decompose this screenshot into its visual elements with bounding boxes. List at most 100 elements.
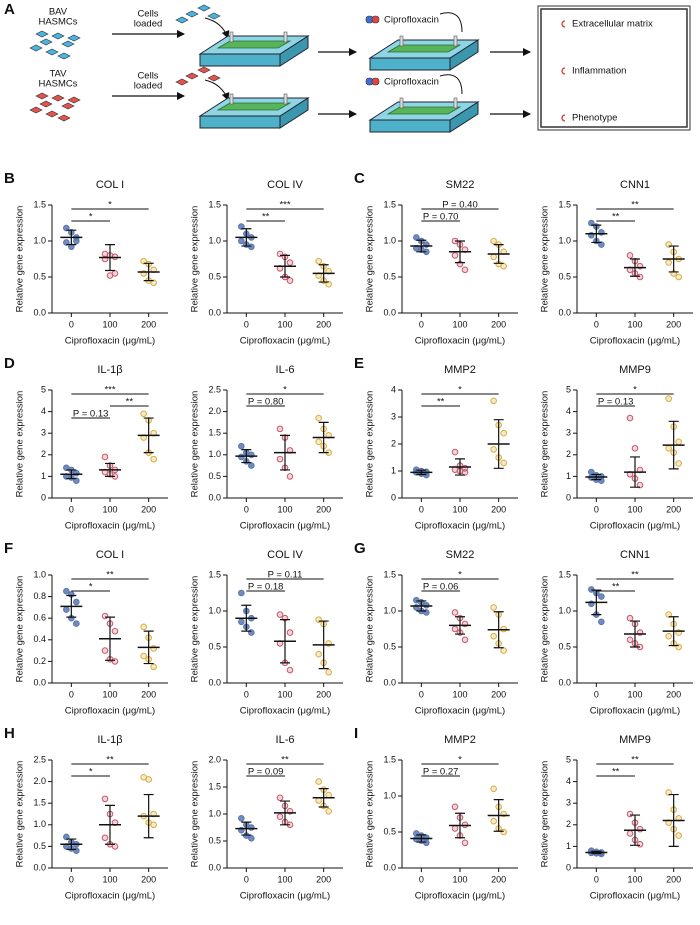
y-tick-label: 0.5: [208, 271, 221, 281]
y-axis-label: Relative gene expression: [540, 576, 551, 683]
error-bar: [66, 469, 77, 480]
y-tick-label: 4: [566, 406, 571, 416]
error-bar: [493, 419, 504, 469]
data-point: [101, 795, 109, 803]
data-point: [598, 618, 605, 626]
data-point: [145, 776, 152, 783]
x-axis-label: Ciprofloxacin (μg/mL): [65, 336, 155, 347]
error-bar: [318, 421, 329, 454]
x-tick-label: 100: [627, 319, 642, 329]
y-tick-label: 0: [566, 492, 571, 502]
error-bar: [318, 264, 329, 283]
error-bar: [455, 458, 465, 476]
y-axis-label: Relative gene expression: [540, 391, 551, 498]
load-arrow: [204, 17, 230, 39]
data-point: [111, 658, 119, 665]
error-bar: [455, 812, 465, 839]
error-bar: [455, 240, 465, 264]
error-bar: [280, 619, 290, 664]
data-point: [248, 462, 255, 469]
x-tick-label: 0: [244, 319, 249, 329]
y-axis-label: Relative gene expression: [190, 576, 201, 683]
y-tick-label: 0.5: [383, 826, 396, 836]
y-tick-label: 0.5: [383, 641, 396, 651]
x-tick-label: 100: [277, 504, 292, 514]
y-tick-label: 0.0: [33, 862, 46, 872]
x-axis-label: Ciprofloxacin (μg/mL): [65, 706, 155, 717]
data-point: [63, 224, 70, 232]
cell-type-label: BAV: [49, 7, 68, 18]
data-point: [413, 234, 420, 241]
x-tick-label: 0: [69, 689, 74, 699]
data-point: [150, 645, 157, 652]
error-bar: [318, 620, 329, 670]
significance-label: *: [283, 385, 287, 396]
x-tick-label: 200: [491, 504, 506, 514]
error-bar: [143, 262, 154, 282]
data-point: [490, 817, 497, 825]
x-tick-label: 100: [277, 319, 292, 329]
x-tick-label: 0: [419, 689, 424, 699]
data-point: [665, 259, 672, 266]
x-tick-label: 100: [102, 874, 117, 884]
chip-port: [283, 31, 288, 43]
y-tick-label: 1.0: [208, 449, 221, 459]
y-axis-label: Relative gene expression: [15, 391, 26, 498]
data-point: [111, 270, 119, 277]
drug-line: [439, 12, 463, 33]
panel-label: G: [354, 540, 366, 557]
significance-label: P = 0.80: [248, 397, 283, 408]
y-tick-label: 1.5: [208, 199, 221, 209]
data-point: [500, 459, 507, 467]
y-axis-label: Relative gene expression: [15, 576, 26, 683]
significance-label: *: [89, 582, 93, 593]
panel-label: F: [4, 540, 13, 557]
cell-icon: [35, 92, 49, 100]
y-tick-label: 1.5: [33, 798, 46, 808]
error-bar: [416, 469, 427, 476]
y-tick-label: 1.5: [383, 199, 396, 209]
panel-label: A: [4, 1, 15, 18]
chart-title: SM22: [446, 549, 475, 561]
cell-icon: [197, 66, 211, 74]
data-point: [238, 223, 245, 230]
panel-label: I: [354, 725, 358, 742]
data-point: [423, 839, 430, 847]
data-point: [500, 647, 507, 654]
data-point: [140, 623, 147, 631]
chart-title: COL IV: [267, 549, 303, 561]
significance-label: ***: [104, 385, 115, 396]
error-bar: [105, 616, 115, 661]
error-bar: [591, 224, 602, 244]
significance-label: **: [631, 570, 639, 581]
y-tick-label: 0.0: [558, 677, 571, 687]
y-tick-label: 2: [391, 438, 396, 448]
y-tick-label: 2.5: [33, 754, 46, 764]
data-point: [500, 429, 507, 437]
data-point: [461, 266, 469, 274]
y-tick-label: 1.5: [558, 199, 571, 209]
chart-title: IL-6: [276, 364, 295, 376]
x-axis-label: Ciprofloxacin (μg/mL): [415, 521, 505, 532]
y-axis-label: Relative gene expression: [540, 761, 551, 868]
y-tick-label: 1: [566, 841, 571, 851]
significance-label: **: [106, 755, 114, 766]
significance-label: P = 0.11: [268, 570, 303, 581]
x-tick-label: 0: [244, 689, 249, 699]
data-point: [675, 460, 682, 467]
error-bar: [668, 793, 679, 847]
loaded-label: Cells: [137, 71, 158, 82]
data-point: [63, 587, 70, 595]
y-tick-label: 4: [41, 406, 46, 416]
data-point: [276, 611, 284, 618]
data-point: [665, 789, 672, 796]
data-point: [675, 438, 682, 446]
y-tick-label: 2.5: [208, 384, 221, 394]
error-bar: [455, 616, 465, 635]
y-tick-label: 0.0: [33, 677, 46, 687]
y-tick-label: 1.0: [383, 235, 396, 245]
data-point: [63, 833, 70, 841]
x-tick-label: 200: [491, 319, 506, 329]
chart-title: CNN1: [620, 549, 650, 561]
